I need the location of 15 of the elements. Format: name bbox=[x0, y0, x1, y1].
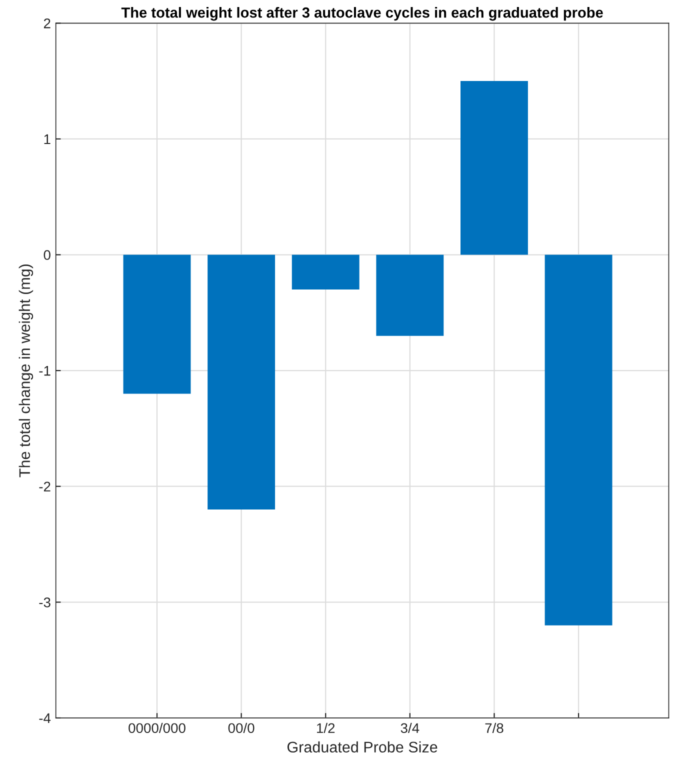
x-axis-title: Graduated Probe Size bbox=[287, 741, 438, 753]
y-tick-label: -2 bbox=[39, 482, 50, 492]
x-tick-label: 3/4 bbox=[400, 722, 420, 734]
y-axis-title: The total change in weight (mg) bbox=[18, 264, 34, 478]
y-tick-label: -3 bbox=[39, 597, 50, 608]
x-tick-label: 00/0 bbox=[228, 722, 254, 734]
y-tick-label: 0 bbox=[44, 250, 50, 260]
chart-title: The total weight lost after 3 autoclave cycles in each graduated probe bbox=[121, 7, 603, 21]
y-tick-label: 1 bbox=[44, 134, 50, 144]
y-tick-label: 2 bbox=[44, 18, 50, 28]
x-tick-label: 0000/000 bbox=[128, 722, 186, 734]
y-tick-label: -1 bbox=[39, 366, 50, 376]
y-tick-label: -4 bbox=[39, 713, 51, 723]
x-tick-label: 1/2 bbox=[317, 722, 335, 734]
x-tick-label: 7/8 bbox=[485, 722, 504, 734]
